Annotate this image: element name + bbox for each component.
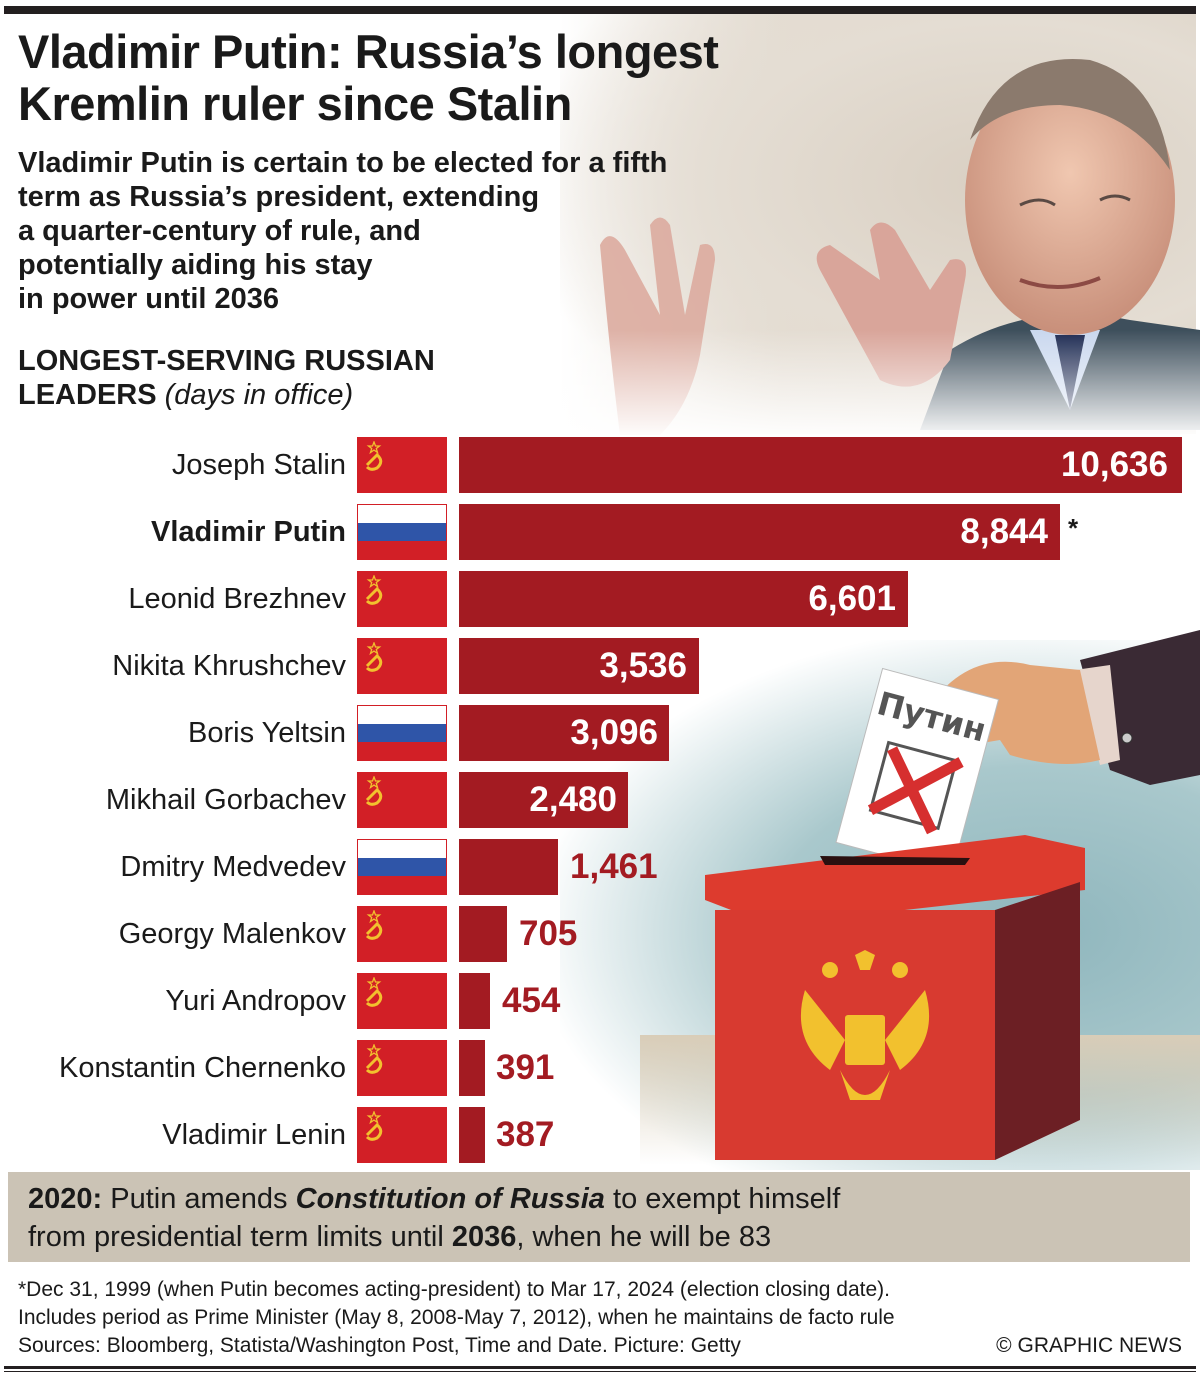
chart-row-stalin: Joseph Stalin 10,636	[0, 437, 1200, 493]
chart-row-gorbachev: Mikhail Gorbachev 2,480	[0, 772, 1200, 828]
leader-name: Boris Yeltsin	[188, 717, 346, 749]
subtitle-line: potentially aiding his stay	[18, 249, 373, 281]
leader-name: Vladimir Putin	[151, 516, 346, 548]
bar	[459, 638, 699, 694]
headline-line-2: Kremlin ruler since Stalin	[18, 77, 572, 130]
russia-flag-icon	[357, 839, 447, 895]
leader-name: Yuri Andropov	[165, 985, 346, 1017]
bottom-rule-thin	[4, 1371, 1196, 1372]
headline-line-1: Vladimir Putin: Russia’s longest	[18, 25, 719, 78]
chart-unit-label: (days in office)	[164, 379, 354, 411]
russian-coat-of-arms-icon	[800, 950, 930, 1100]
bar-value: 1,461	[570, 847, 658, 886]
note-emphasis: Constitution of Russia	[295, 1183, 605, 1215]
ussr-flag-icon	[357, 973, 447, 1029]
photo-fade	[560, 330, 1200, 440]
ussr-flag-icon	[357, 638, 447, 694]
footnote-line: Includes period as Prime Minister (May 8…	[18, 1306, 895, 1329]
ussr-flag-icon	[357, 772, 447, 828]
note-fragment: , when he will be 83	[516, 1221, 772, 1253]
chart-title-line-1: LONGEST-SERVING RUSSIAN	[18, 345, 435, 377]
bar	[459, 504, 1060, 560]
leader-name: Georgy Malenkov	[118, 918, 346, 950]
leader-name: Vladimir Lenin	[162, 1119, 346, 1151]
bar-value: 705	[519, 914, 578, 953]
bar-value: 3,096	[570, 713, 658, 752]
subtitle-line: Vladimir Putin is certain to be elected …	[18, 147, 668, 179]
copyright-credit: © GRAPHIC NEWS	[996, 1334, 1182, 1357]
note-fragment: to exempt himself	[604, 1183, 841, 1215]
chart-row-putin: Vladimir Putin 8,844 *	[0, 504, 1200, 560]
leader-name: Dmitry Medvedev	[120, 851, 346, 883]
bar-value: 10,636	[1060, 445, 1168, 484]
leader-name: Konstantin Chernenko	[59, 1052, 346, 1084]
note-year: 2020:	[28, 1183, 103, 1215]
chart-row-brezhnev: Leonid Brezhnev 6,601	[0, 571, 1200, 627]
ussr-flag-icon	[357, 906, 447, 962]
headline: Vladimir Putin: Russia’s longest Kremlin…	[18, 25, 719, 130]
chart-title: LONGEST-SERVING RUSSIAN LEADERS (days in…	[18, 344, 435, 412]
ballot-box-illustration: Путин	[705, 630, 1200, 1160]
ussr-flag-icon	[357, 1107, 447, 1163]
footnote-asterisk: *	[1068, 513, 1079, 543]
bar-value: 3,536	[599, 646, 687, 685]
chart-row-lenin: Vladimir Lenin 387	[0, 1107, 1200, 1163]
chart-row-khrushchev: Nikita Khrushchev 3,536	[0, 638, 1200, 694]
bar	[459, 973, 490, 1029]
bar-value: 8,844	[960, 512, 1048, 551]
bar	[459, 1040, 485, 1096]
bottom-rule	[4, 1366, 1196, 1369]
bar	[459, 705, 669, 761]
note-year-2036: 2036	[451, 1221, 517, 1253]
bar	[459, 839, 558, 895]
bar	[459, 437, 1182, 493]
leader-name: Joseph Stalin	[171, 449, 346, 481]
leader-name: Nikita Khrushchev	[112, 650, 346, 682]
chart-row-yeltsin: Boris Yeltsin 3,096	[0, 705, 1200, 761]
bar-value: 387	[496, 1115, 555, 1154]
subtitle-line: a quarter-century of rule, and	[18, 215, 421, 247]
bar	[459, 1107, 485, 1163]
bar-value: 6,601	[808, 579, 896, 618]
chart-row-malenkov: Georgy Malenkov 705	[0, 906, 1200, 962]
sources-line: Sources: Bloomberg, Statista/Washington …	[18, 1334, 741, 1357]
bar	[459, 906, 507, 962]
note-box	[8, 1172, 1190, 1262]
russia-flag-icon	[357, 504, 447, 560]
russia-flag-icon	[357, 705, 447, 761]
leader-name: Leonid Brezhnev	[128, 583, 346, 615]
ussr-flag-icon	[357, 1040, 447, 1096]
subtitle: Vladimir Putin is certain to be elected …	[18, 146, 667, 316]
bar	[459, 571, 908, 627]
note-fragment: Putin amends	[102, 1183, 296, 1215]
ussr-flag-icon	[357, 437, 447, 493]
top-rule	[4, 6, 1196, 14]
bar-value: 2,480	[529, 780, 617, 819]
subtitle-line: in power until 2036	[18, 283, 280, 315]
bar	[459, 772, 628, 828]
chart-row-chernenko: Konstantin Chernenko 391	[0, 1040, 1200, 1096]
leader-name: Mikhail Gorbachev	[105, 784, 346, 816]
note-text: 2020: Putin amends Constitution of Russi…	[28, 1180, 840, 1256]
ussr-flag-icon	[357, 571, 447, 627]
bar-value: 391	[496, 1048, 555, 1087]
chart-title-line-2: LEADERS	[18, 379, 157, 411]
footnote-line: *Dec 31, 1999 (when Putin becomes acting…	[18, 1278, 890, 1301]
note-fragment: from presidential term limits until	[28, 1221, 452, 1253]
footnote: *Dec 31, 1999 (when Putin becomes acting…	[18, 1276, 895, 1360]
bar-value: 454	[502, 981, 561, 1020]
chart-row-medvedev: Dmitry Medvedev 1,461	[0, 839, 1200, 895]
subtitle-line: term as Russia’s president, extending	[18, 181, 540, 213]
chart-row-andropov: Yuri Andropov 454	[0, 973, 1200, 1029]
